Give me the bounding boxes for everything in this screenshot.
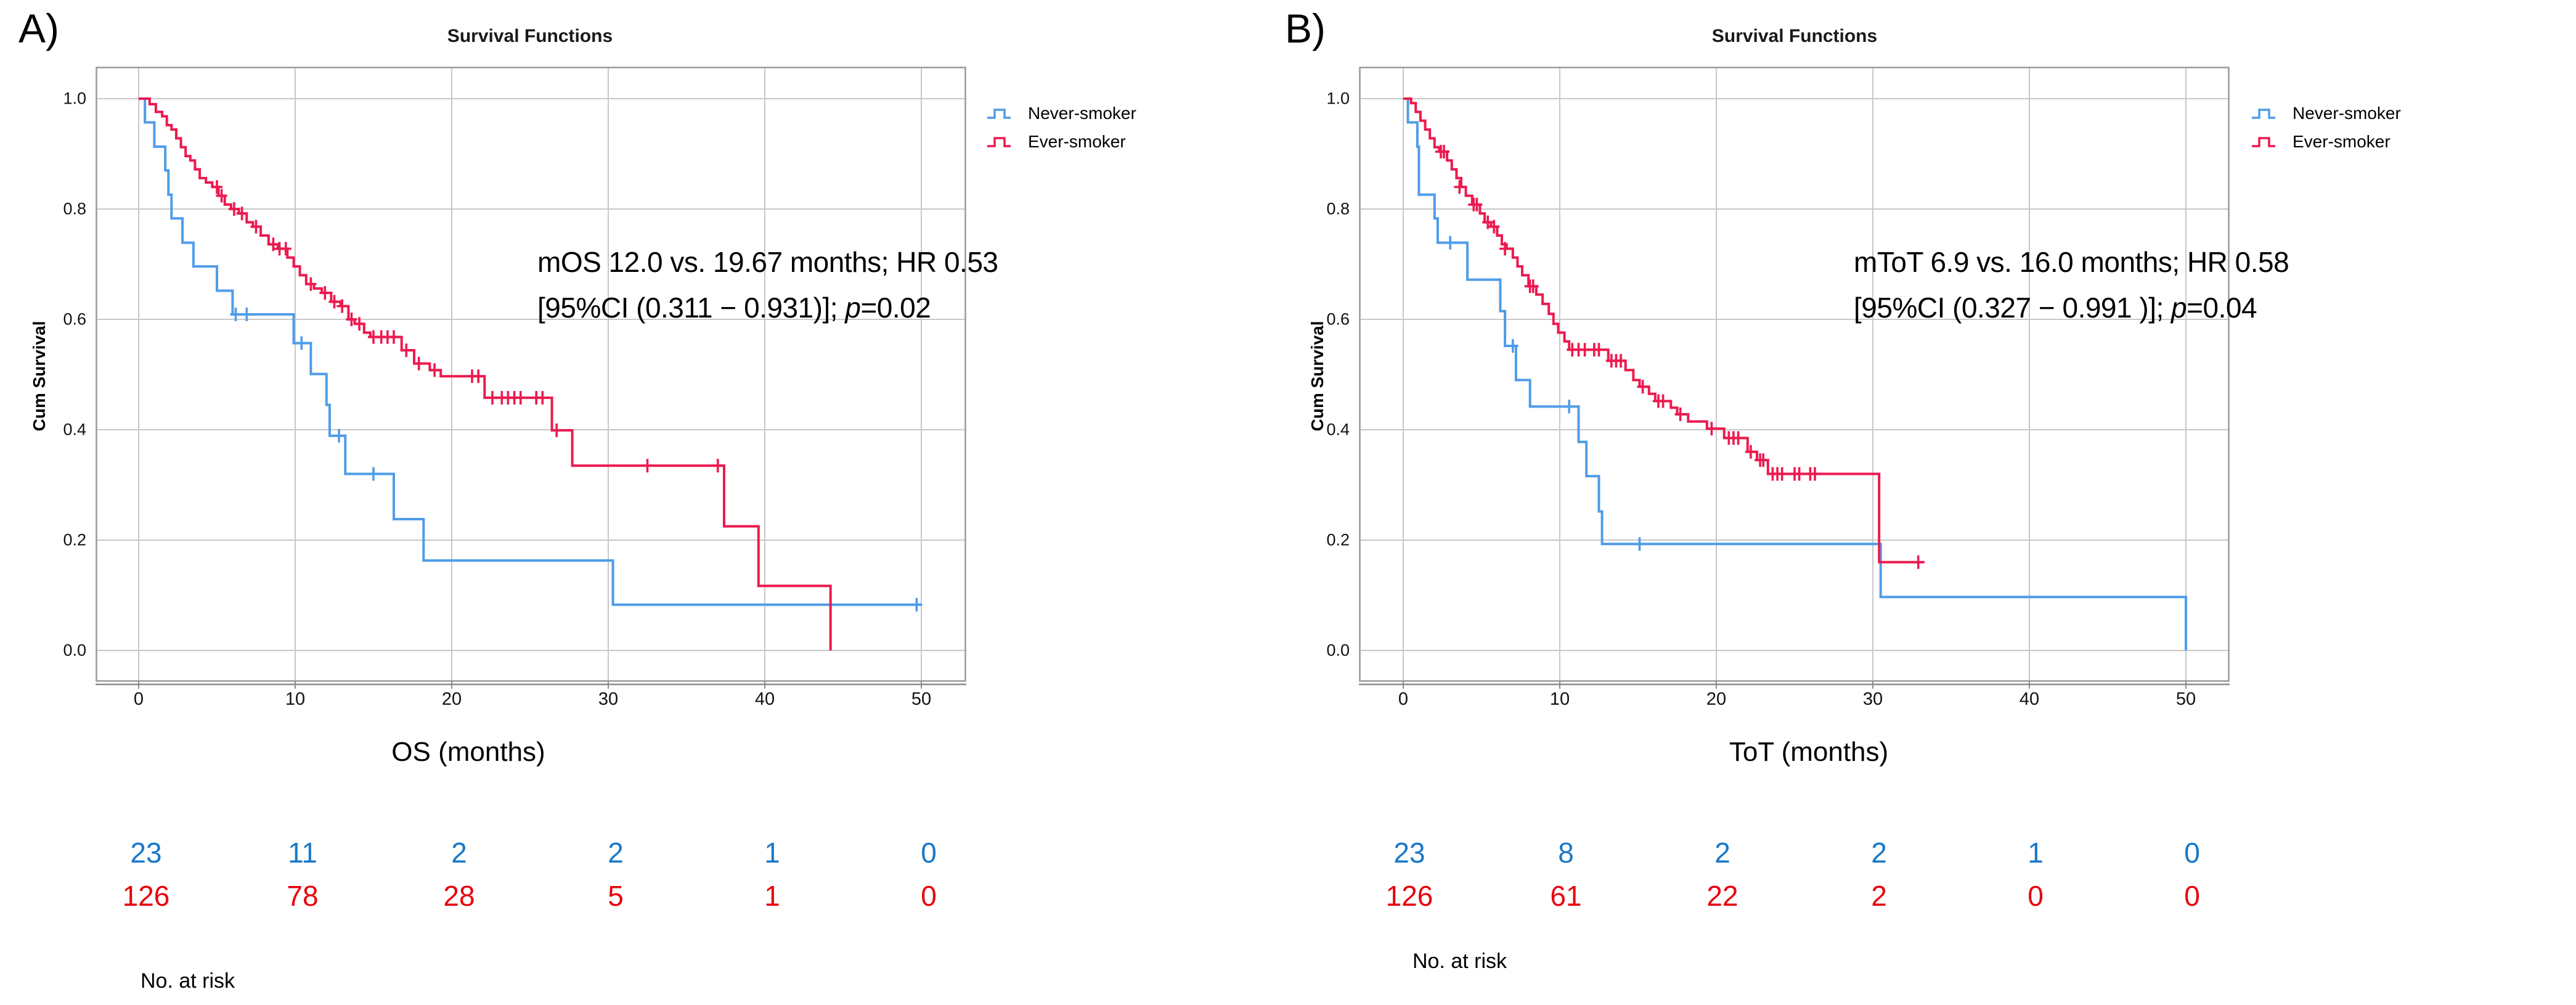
risk-count: 23 (130, 837, 162, 869)
y-tick-label: 0.0 (63, 641, 86, 660)
risk-count: 1 (764, 837, 780, 869)
risk-count: 2 (608, 837, 624, 869)
p-italic: p (845, 292, 861, 324)
x-tick-label: 40 (754, 689, 775, 709)
x-tick-label: 0 (1398, 689, 1409, 709)
risk-count: 0 (2028, 880, 2044, 912)
annotation-line1: mOS 12.0 vs. 19.67 months; HR 0.53 (537, 246, 998, 278)
panel-b-letter: B) (1285, 6, 1326, 51)
legend-entry-ever-smoker: Ever-smoker (986, 132, 1136, 152)
risk-count: 0 (921, 880, 937, 912)
risk-count: 126 (1385, 880, 1433, 912)
y-tick-label: 1.0 (1326, 89, 1350, 108)
x-tick-label: 0 (133, 689, 144, 709)
risk-count: 28 (443, 880, 475, 912)
x-tick-label: 50 (911, 689, 932, 709)
risk-count: 0 (2184, 837, 2200, 869)
risk-count: 1 (2028, 837, 2044, 869)
km-plot-svg (96, 67, 966, 689)
panel-a-legend: Never-smoker Ever-smoker (986, 104, 1136, 152)
panel-b-legend: Never-smoker Ever-smoker (2251, 104, 2401, 152)
step-line-icon (2252, 109, 2275, 119)
legend-label: Ever-smoker (1028, 132, 1126, 151)
panel-a-ylabel: Cum Survival (30, 321, 49, 432)
annotation-line1: mToT 6.9 vs. 16.0 months; HR 0.58 (1854, 246, 2289, 278)
x-tick-label: 30 (598, 689, 619, 709)
risk-count: 11 (288, 837, 317, 869)
x-tick-label: 10 (285, 689, 306, 709)
risk-count: 23 (1393, 837, 1425, 869)
legend-entry-never-smoker: Never-smoker (986, 104, 1136, 123)
panel-b-risk-label: No. at risk (1412, 950, 1507, 973)
annotation-line2: [95%CI (0.311 − 0.931)]; p=0.02 (537, 292, 931, 324)
panel-b-xlabel: ToT (months) (1729, 737, 1889, 767)
panel-a-title: Survival Functions (447, 26, 613, 46)
risk-count: 61 (1550, 880, 1582, 912)
y-tick-label: 0.4 (1326, 420, 1350, 439)
panel-a-annotation: mOS 12.0 vs. 19.67 months; HR 0.53 [95%C… (537, 239, 998, 330)
annotation-line2: [95%CI (0.327 − 0.991 )]; p=0.04 (1854, 292, 2257, 324)
y-tick-label: 0.0 (1326, 641, 1350, 660)
x-tick-label: 20 (1706, 689, 1727, 709)
p-italic: p (2171, 292, 2187, 324)
risk-count: 0 (2184, 880, 2200, 912)
risk-count: 5 (608, 880, 624, 912)
y-tick-label: 0.2 (63, 530, 86, 549)
km-plot-svg (1359, 67, 2230, 689)
panel-b-ylabel: Cum Survival (1308, 321, 1327, 432)
panel-b-title: Survival Functions (1711, 26, 1878, 46)
panel-a-letter: A) (18, 6, 59, 51)
risk-count: 2 (1714, 837, 1730, 869)
risk-count: 8 (1558, 837, 1574, 869)
y-tick-label: 0.4 (63, 420, 86, 439)
risk-count: 2 (1871, 880, 1887, 912)
y-tick-label: 1.0 (63, 89, 86, 108)
legend-label: Never-smoker (1028, 104, 1136, 123)
x-tick-label: 30 (1862, 689, 1883, 709)
risk-count: 2 (451, 837, 467, 869)
legend-entry-never-smoker: Never-smoker (2251, 104, 2401, 123)
panel-a-xlabel: OS (months) (391, 737, 545, 767)
risk-count: 0 (921, 837, 937, 869)
x-tick-label: 10 (1549, 689, 1570, 709)
risk-count: 126 (122, 880, 170, 912)
legend-entry-ever-smoker: Ever-smoker (2251, 132, 2401, 152)
risk-count: 78 (287, 880, 319, 912)
legend-label: Never-smoker (2293, 104, 2401, 123)
step-line-icon (987, 109, 1011, 119)
y-tick-label: 0.6 (1326, 310, 1350, 329)
step-line-icon (987, 137, 1011, 147)
panel-b-annotation: mToT 6.9 vs. 16.0 months; HR 0.58 [95%CI… (1854, 239, 2289, 330)
risk-count: 22 (1706, 880, 1738, 912)
legend-label: Ever-smoker (2293, 132, 2391, 151)
x-tick-label: 50 (2175, 689, 2196, 709)
y-tick-label: 0.6 (63, 310, 86, 329)
risk-count: 2 (1871, 837, 1887, 869)
y-tick-label: 0.2 (1326, 530, 1350, 549)
y-tick-label: 0.8 (63, 199, 86, 218)
y-tick-label: 0.8 (1326, 199, 1350, 218)
panel-a-risk-label: No. at risk (141, 969, 235, 993)
risk-count: 1 (764, 880, 780, 912)
step-line-icon (2252, 137, 2275, 147)
x-tick-label: 40 (2019, 689, 2040, 709)
x-tick-label: 20 (441, 689, 462, 709)
